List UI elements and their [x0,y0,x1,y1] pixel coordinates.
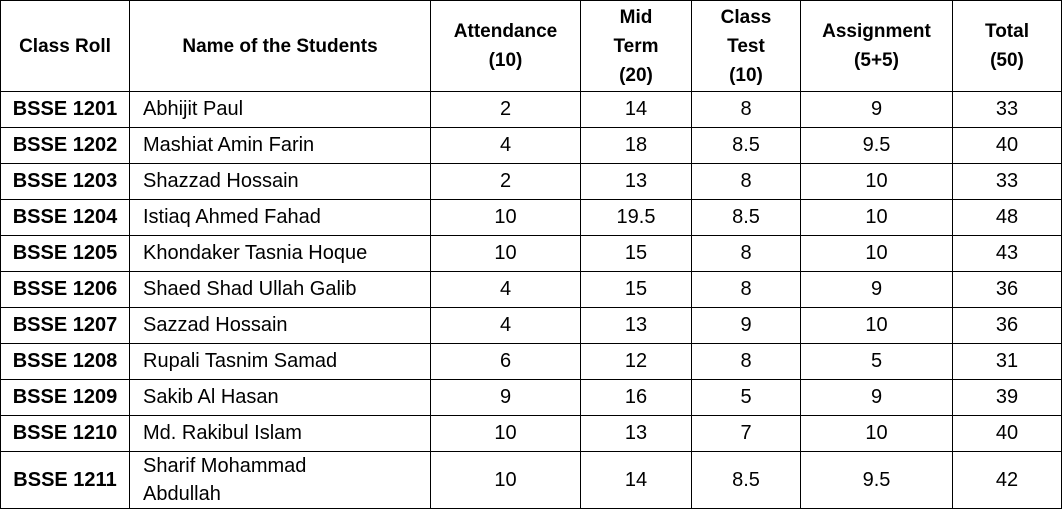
cell-student-name: Mashiat Amin Farin [129,127,431,164]
cell-total: 33 [952,163,1062,200]
cell-mid-term: 19.5 [580,199,692,236]
cell-student-name: Khondaker Tasnia Hoque [129,235,431,272]
cell-attendance: 6 [430,343,581,380]
cell-student-name: Rupali Tasnim Samad [129,343,431,380]
cell-class-roll: BSSE 1203 [0,163,130,200]
cell-class-roll: BSSE 1201 [0,91,130,128]
cell-assignment: 10 [800,307,953,344]
cell-student-name: Sakib Al Hasan [129,379,431,416]
cell-class-roll: BSSE 1207 [0,307,130,344]
cell-attendance: 10 [430,235,581,272]
cell-class-test: 8 [691,163,801,200]
cell-total: 36 [952,307,1062,344]
cell-total: 48 [952,199,1062,236]
cell-class-test: 8 [691,235,801,272]
cell-attendance: 10 [430,199,581,236]
cell-attendance: 2 [430,91,581,128]
cell-assignment: 10 [800,415,953,452]
cell-total: 40 [952,127,1062,164]
table-row: BSSE 1207 Sazzad Hossain 4 13 9 10 36 [0,307,1062,344]
cell-class-roll: BSSE 1211 [0,451,130,509]
cell-mid-term: 13 [580,415,692,452]
cell-mid-term: 13 [580,163,692,200]
table-row: BSSE 1205 Khondaker Tasnia Hoque 10 15 8… [0,235,1062,272]
table-row: BSSE 1206 Shaed Shad Ullah Galib 4 15 8 … [0,271,1062,308]
cell-total: 43 [952,235,1062,272]
cell-mid-term: 15 [580,271,692,308]
table-row: BSSE 1203 Shazzad Hossain 2 13 8 10 33 [0,163,1062,200]
cell-total: 36 [952,271,1062,308]
cell-assignment: 5 [800,343,953,380]
cell-class-test: 8.5 [691,127,801,164]
header-assignment: Assignment (5+5) [800,0,953,92]
header-row: Class Roll Name of the Students Attendan… [0,0,1062,92]
cell-mid-term: 14 [580,451,692,509]
cell-assignment: 10 [800,235,953,272]
cell-class-roll: BSSE 1204 [0,199,130,236]
cell-class-roll: BSSE 1206 [0,271,130,308]
cell-mid-term: 15 [580,235,692,272]
cell-class-roll: BSSE 1205 [0,235,130,272]
header-student-name: Name of the Students [129,0,431,92]
cell-class-test: 8 [691,91,801,128]
cell-class-roll: BSSE 1208 [0,343,130,380]
cell-class-test: 8 [691,343,801,380]
cell-class-test: 8 [691,271,801,308]
cell-assignment: 9 [800,91,953,128]
cell-student-name: Shazzad Hossain [129,163,431,200]
cell-total: 39 [952,379,1062,416]
cell-attendance: 4 [430,127,581,164]
header-class-test: Class Test (10) [691,0,801,92]
cell-mid-term: 13 [580,307,692,344]
table-row: BSSE 1211 Sharif Mohammad Abdullah 10 14… [0,451,1062,509]
cell-assignment: 10 [800,199,953,236]
cell-student-name: Abhijit Paul [129,91,431,128]
table-row: BSSE 1201 Abhijit Paul 2 14 8 9 33 [0,91,1062,128]
cell-assignment: 10 [800,163,953,200]
cell-mid-term: 18 [580,127,692,164]
cell-attendance: 10 [430,451,581,509]
cell-student-name: Shaed Shad Ullah Galib [129,271,431,308]
cell-total: 42 [952,451,1062,509]
cell-assignment: 9.5 [800,451,953,509]
cell-total: 33 [952,91,1062,128]
cell-class-test: 8.5 [691,199,801,236]
cell-class-test: 9 [691,307,801,344]
cell-student-name: Sharif Mohammad Abdullah [129,451,431,509]
cell-student-name: Sazzad Hossain [129,307,431,344]
cell-total: 40 [952,415,1062,452]
cell-class-roll: BSSE 1202 [0,127,130,164]
cell-mid-term: 14 [580,91,692,128]
cell-class-roll: BSSE 1209 [0,379,130,416]
table-header: Class Roll Name of the Students Attendan… [0,0,1062,92]
cell-total: 31 [952,343,1062,380]
cell-mid-term: 16 [580,379,692,416]
table-row: BSSE 1210 Md. Rakibul Islam 10 13 7 10 4… [0,415,1062,452]
cell-class-test: 7 [691,415,801,452]
table-row: BSSE 1209 Sakib Al Hasan 9 16 5 9 39 [0,379,1062,416]
cell-attendance: 4 [430,307,581,344]
cell-attendance: 10 [430,415,581,452]
cell-student-name: Md. Rakibul Islam [129,415,431,452]
cell-class-test: 5 [691,379,801,416]
cell-student-name: Istiaq Ahmed Fahad [129,199,431,236]
cell-attendance: 4 [430,271,581,308]
cell-mid-term: 12 [580,343,692,380]
table-row: BSSE 1202 Mashiat Amin Farin 4 18 8.5 9.… [0,127,1062,164]
cell-attendance: 2 [430,163,581,200]
cell-class-test: 8.5 [691,451,801,509]
cell-assignment: 9 [800,379,953,416]
table-row: BSSE 1208 Rupali Tasnim Samad 6 12 8 5 3… [0,343,1062,380]
cell-assignment: 9.5 [800,127,953,164]
cell-assignment: 9 [800,271,953,308]
header-class-roll: Class Roll [0,0,130,92]
table-row: BSSE 1204 Istiaq Ahmed Fahad 10 19.5 8.5… [0,199,1062,236]
cell-attendance: 9 [430,379,581,416]
table-body: BSSE 1201 Abhijit Paul 2 14 8 9 33 BSSE … [0,91,1062,509]
header-total: Total (50) [952,0,1062,92]
header-mid-term: Mid Term (20) [580,0,692,92]
header-attendance: Attendance (10) [430,0,581,92]
cell-class-roll: BSSE 1210 [0,415,130,452]
